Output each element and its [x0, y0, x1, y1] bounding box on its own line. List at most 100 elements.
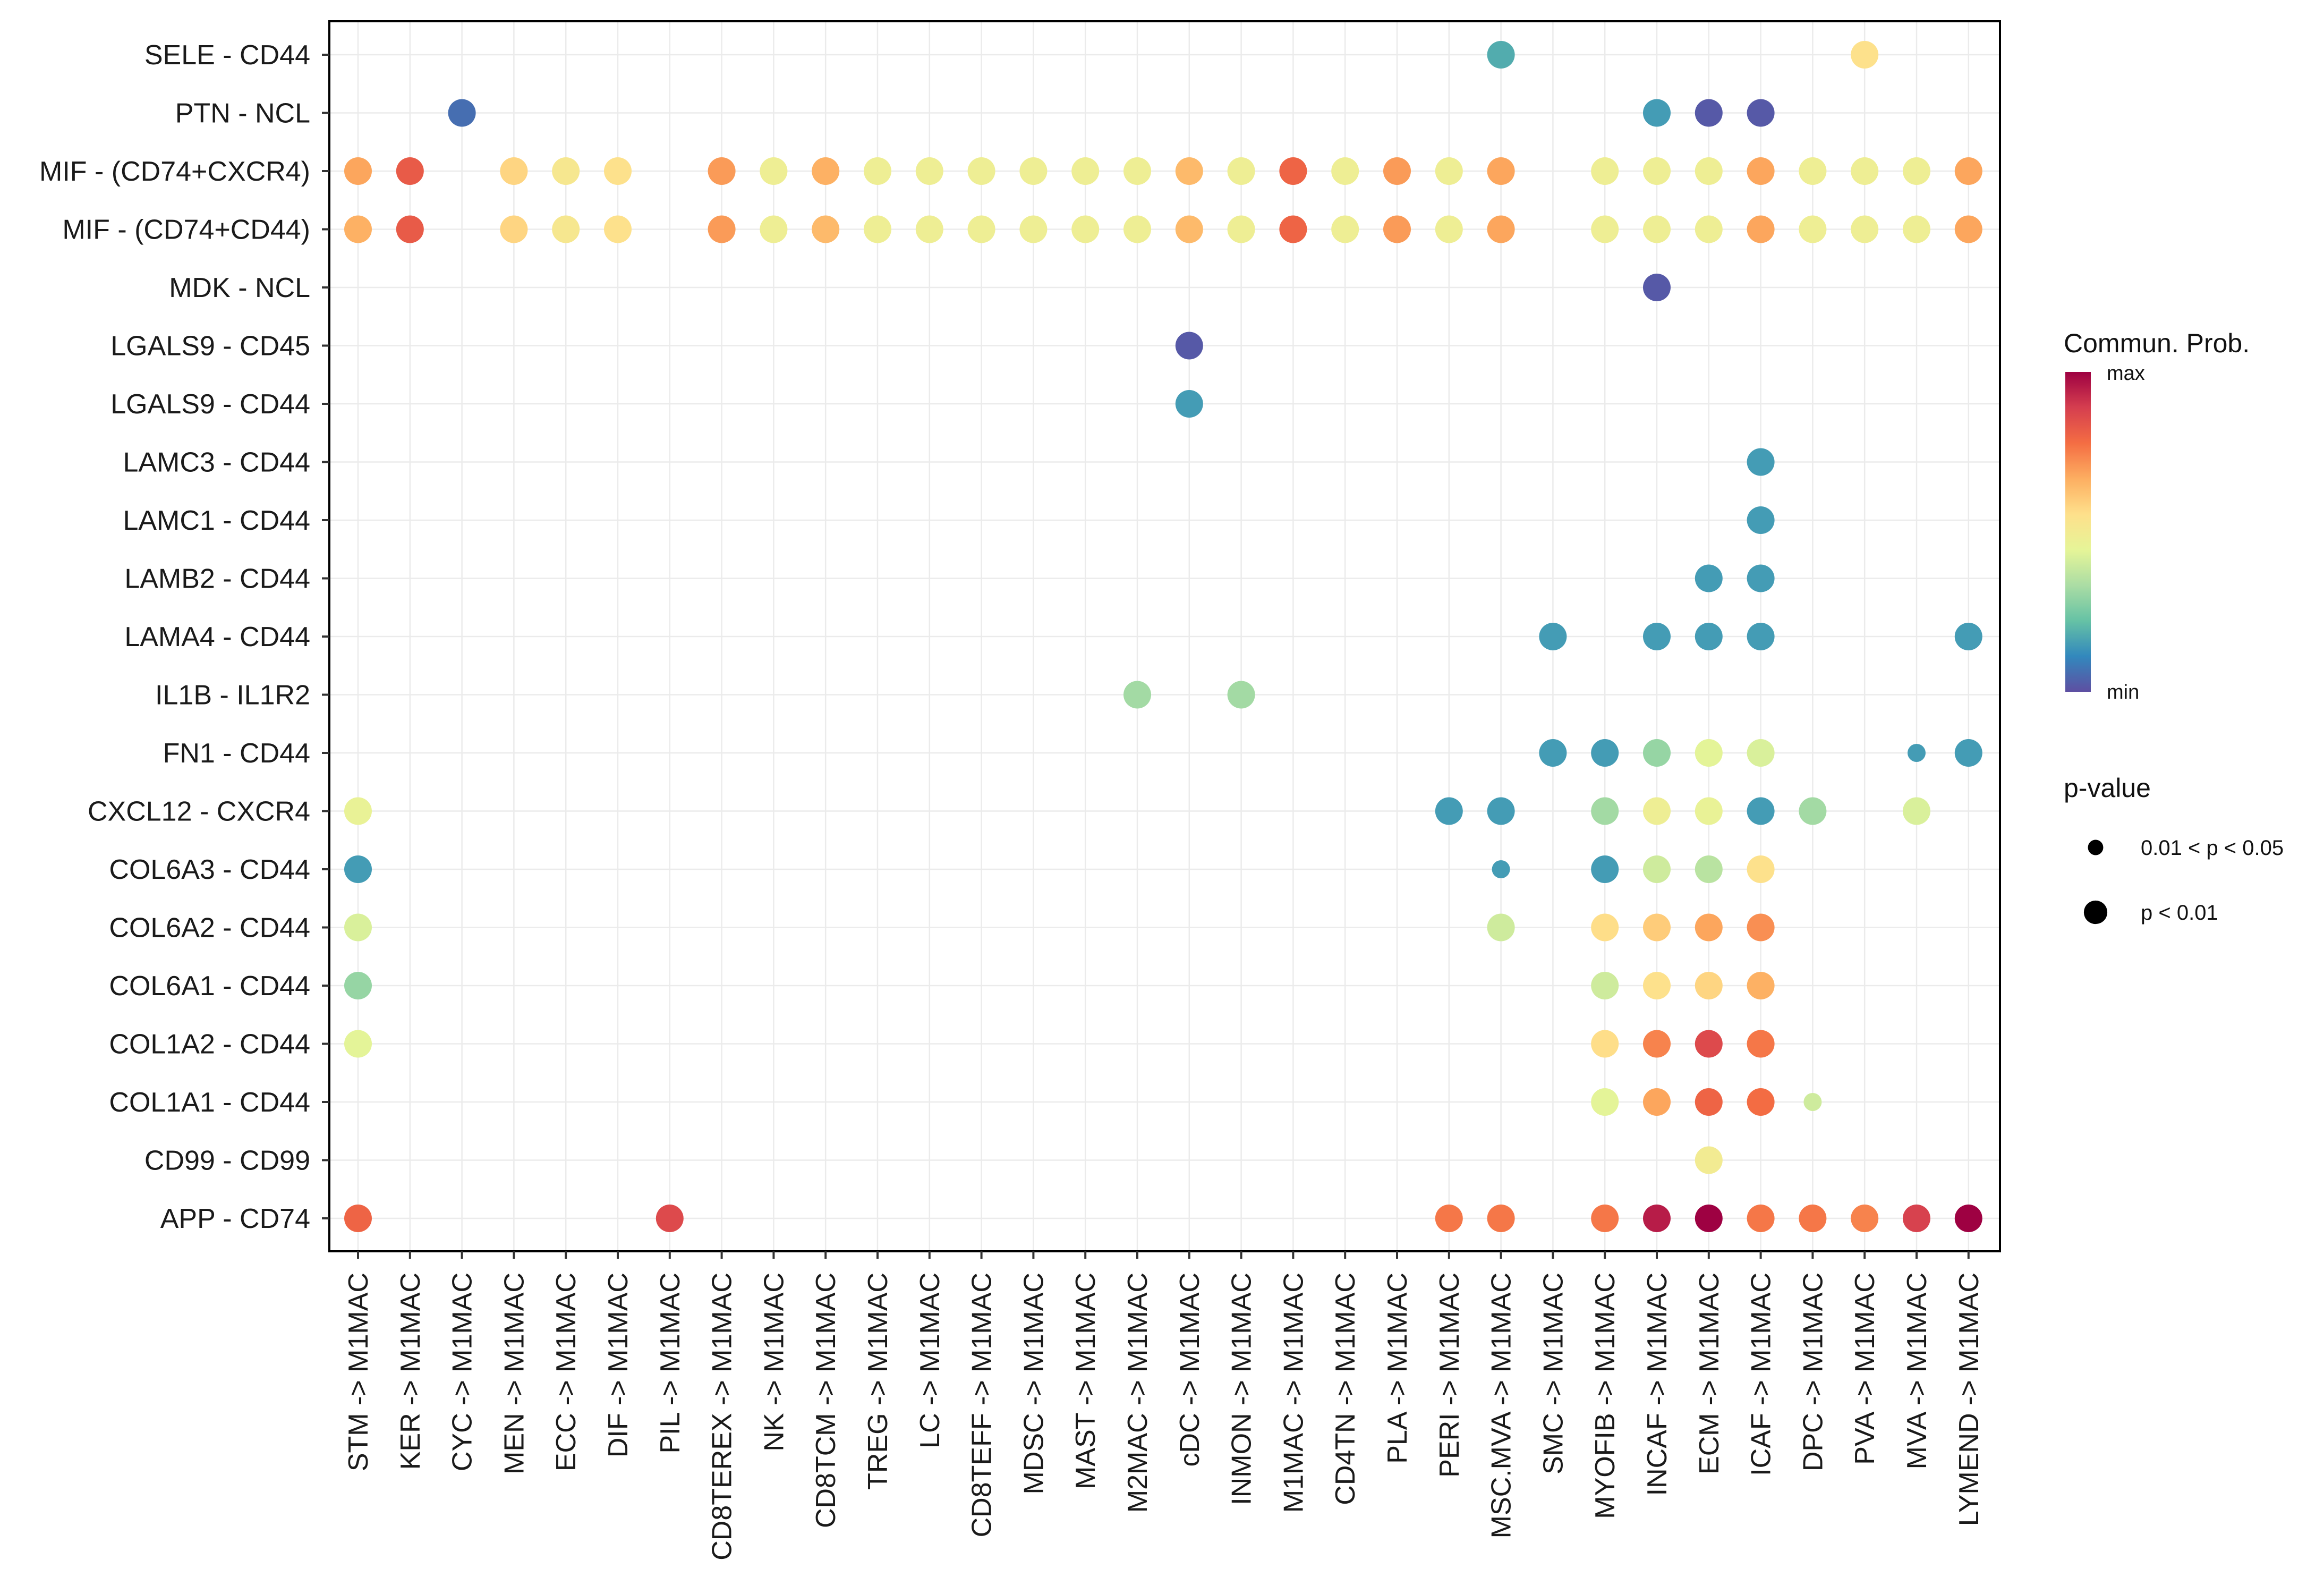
data-point [1591, 1205, 1619, 1232]
data-point [1695, 1030, 1723, 1058]
y-tick-label: LGALS9 - CD45 [110, 331, 310, 362]
data-point [1492, 860, 1510, 878]
data-point [1851, 1205, 1879, 1232]
data-point [1799, 215, 1827, 243]
y-tick-label: CXCL12 - CXCR4 [88, 796, 310, 827]
data-point [1643, 274, 1671, 301]
data-point [1175, 332, 1203, 360]
colorbar [2065, 372, 2091, 692]
data-point [1903, 215, 1930, 243]
data-point [1123, 215, 1151, 243]
data-point [1019, 157, 1048, 185]
data-point [1799, 157, 1827, 185]
x-tick-label: INCAF -> M1MAC [1642, 1273, 1673, 1496]
color-legend: Commun. Prob. max min [2064, 328, 2250, 703]
data-point [1695, 1205, 1723, 1232]
y-tick-label: LGALS9 - CD44 [110, 389, 310, 420]
data-point [1747, 448, 1775, 476]
size-legend-key [2088, 840, 2104, 855]
data-point [1435, 797, 1463, 825]
data-point [1435, 157, 1463, 185]
y-tick-label: LAMC1 - CD44 [123, 505, 310, 536]
data-point [915, 215, 943, 243]
data-point [1175, 157, 1203, 185]
data-point [500, 157, 528, 185]
size-legend-label: 0.01 < p < 0.05 [2141, 836, 2284, 860]
data-point [1591, 739, 1619, 767]
data-point [1954, 1205, 1982, 1232]
data-point [500, 215, 528, 243]
data-point [344, 855, 372, 883]
data-point [1747, 623, 1775, 650]
data-point [1643, 623, 1671, 650]
y-tick-label: CD99 - CD99 [144, 1146, 310, 1176]
data-point [1591, 797, 1619, 825]
x-tick-label: DIF -> M1MAC [603, 1273, 634, 1457]
x-tick-label: MEN -> M1MAC [499, 1273, 530, 1474]
data-point [1643, 739, 1671, 767]
data-point [1591, 1088, 1619, 1116]
data-point [1123, 157, 1151, 185]
data-point [1071, 157, 1100, 185]
data-point [1954, 215, 1982, 243]
x-tick-label: CD8TEREX -> M1MAC [707, 1273, 738, 1561]
data-point [1643, 215, 1671, 243]
x-tick-label: M2MAC -> M1MAC [1122, 1273, 1153, 1513]
data-point [1643, 1205, 1671, 1232]
data-point [1954, 623, 1982, 650]
data-point [1591, 215, 1619, 243]
size-legend-key [2083, 900, 2108, 925]
y-tick-label: MDK - NCL [169, 273, 310, 303]
y-tick-label: COL1A2 - CD44 [109, 1029, 310, 1060]
y-tick-label: LAMA4 - CD44 [124, 622, 310, 652]
x-tick-label: PIL -> M1MAC [655, 1273, 686, 1454]
data-point [812, 157, 840, 185]
data-point [1803, 1093, 1822, 1111]
data-point [864, 157, 891, 185]
x-tick-label: M1MAC -> M1MAC [1278, 1273, 1309, 1513]
data-point [1954, 739, 1982, 767]
x-tick-label: STM -> M1MAC [343, 1273, 374, 1471]
data-point [1747, 739, 1775, 767]
data-point [1747, 99, 1775, 127]
colorbar-min-label: min [2107, 681, 2139, 703]
data-point [344, 913, 372, 942]
data-point [864, 215, 891, 243]
data-point [448, 99, 476, 127]
x-tick-label: CD8TCM -> M1MAC [811, 1273, 841, 1528]
size-legend-label: p < 0.01 [2141, 901, 2218, 925]
y-tick-label: COL6A3 - CD44 [109, 854, 310, 885]
data-point [656, 1205, 684, 1232]
y-tick-label: LAMB2 - CD44 [124, 564, 310, 595]
x-tick-label: CYC -> M1MAC [447, 1273, 478, 1471]
data-point [604, 215, 632, 243]
data-point [1591, 855, 1619, 883]
data-point [1903, 797, 1930, 825]
y-tick-label: MIF - (CD74+CXCR4) [39, 156, 310, 187]
data-point [1487, 797, 1515, 825]
x-axis-ticks: STM -> M1MAC KER -> M1MAC CYC -> M1MAC MEN … [343, 1251, 1985, 1561]
data-point [1435, 1205, 1463, 1232]
data-point [967, 215, 995, 243]
data-point [1643, 99, 1671, 127]
data-point [1227, 215, 1255, 243]
data-points [344, 41, 1982, 1232]
data-point [552, 157, 580, 185]
data-point [344, 797, 372, 825]
data-point [1123, 681, 1151, 709]
data-point [1279, 215, 1307, 243]
data-point [1643, 972, 1671, 999]
data-point [1851, 157, 1879, 185]
data-point [1747, 1088, 1775, 1116]
data-point [760, 157, 788, 185]
data-point [1643, 913, 1671, 942]
data-point [1695, 215, 1723, 243]
x-tick-label: LC -> M1MAC [915, 1273, 946, 1448]
data-point [1591, 157, 1619, 185]
x-tick-label: KER -> M1MAC [395, 1273, 426, 1470]
data-point [1747, 564, 1775, 592]
data-point [1227, 681, 1255, 709]
y-tick-label: FN1 - CD44 [163, 738, 310, 769]
x-tick-label: ICAF -> M1MAC [1746, 1273, 1777, 1476]
